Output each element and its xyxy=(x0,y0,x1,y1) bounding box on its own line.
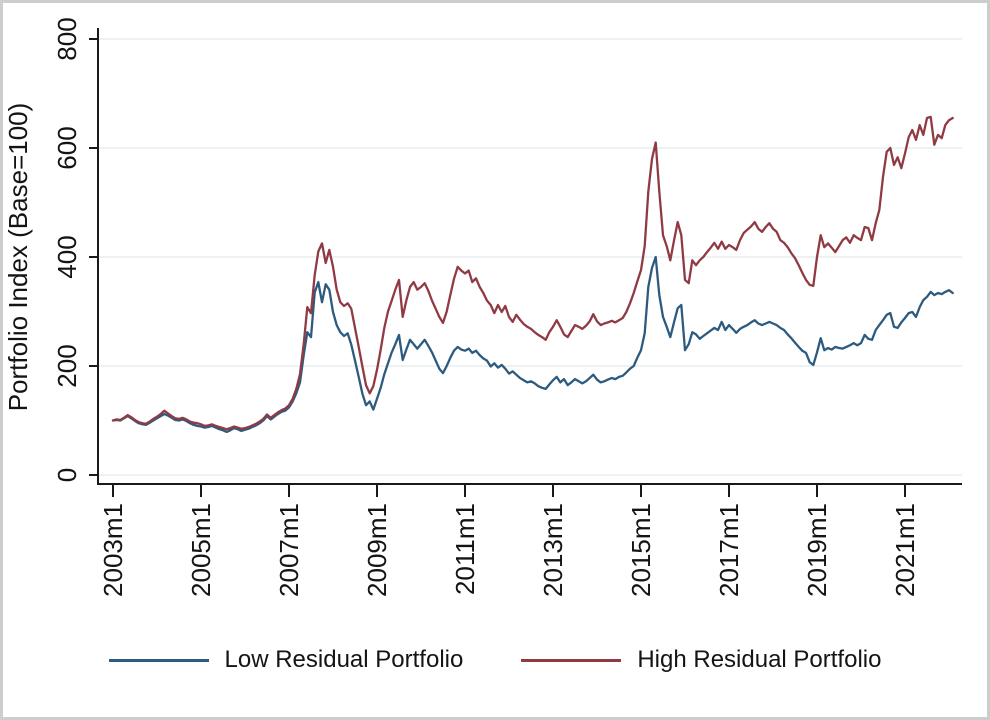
legend-item-high: High Residual Portfolio xyxy=(521,646,881,674)
x-tick-label: 2009m1 xyxy=(362,503,392,597)
legend-label-low: Low Residual Portfolio xyxy=(224,646,464,673)
y-tick-label: 800 xyxy=(52,17,82,60)
x-tick-label: 2007m1 xyxy=(274,503,304,597)
legend-line-high xyxy=(521,658,622,662)
y-axis-title: Portfolio Index (Base=100) xyxy=(3,103,33,412)
legend-item-low: Low Residual Portfolio xyxy=(108,646,464,674)
x-tick-label: 2017m1 xyxy=(714,503,744,597)
y-tick-label: 400 xyxy=(52,235,82,278)
x-tick-label: 2015m1 xyxy=(626,503,656,597)
x-tick-label: 2011m1 xyxy=(450,503,480,595)
series-line-low-residual xyxy=(111,255,954,434)
x-tick-label: 2019m1 xyxy=(802,503,832,597)
y-tick-label: 600 xyxy=(52,126,82,169)
legend: Low Residual Portfolio High Residual Por… xyxy=(0,646,990,674)
y-tick-label: 200 xyxy=(52,344,82,387)
series-line-high-residual xyxy=(111,115,954,431)
x-tick-label: 2013m1 xyxy=(538,503,568,597)
y-tick-label: 0 xyxy=(52,468,82,482)
x-tick-label: 2003m1 xyxy=(98,503,128,597)
legend-line-low xyxy=(108,658,209,662)
x-tick-label: 2021m1 xyxy=(890,503,920,597)
x-tick-label: 2005m1 xyxy=(186,503,216,597)
legend-label-high: High Residual Portfolio xyxy=(637,646,882,673)
axis-lines xyxy=(97,28,962,485)
